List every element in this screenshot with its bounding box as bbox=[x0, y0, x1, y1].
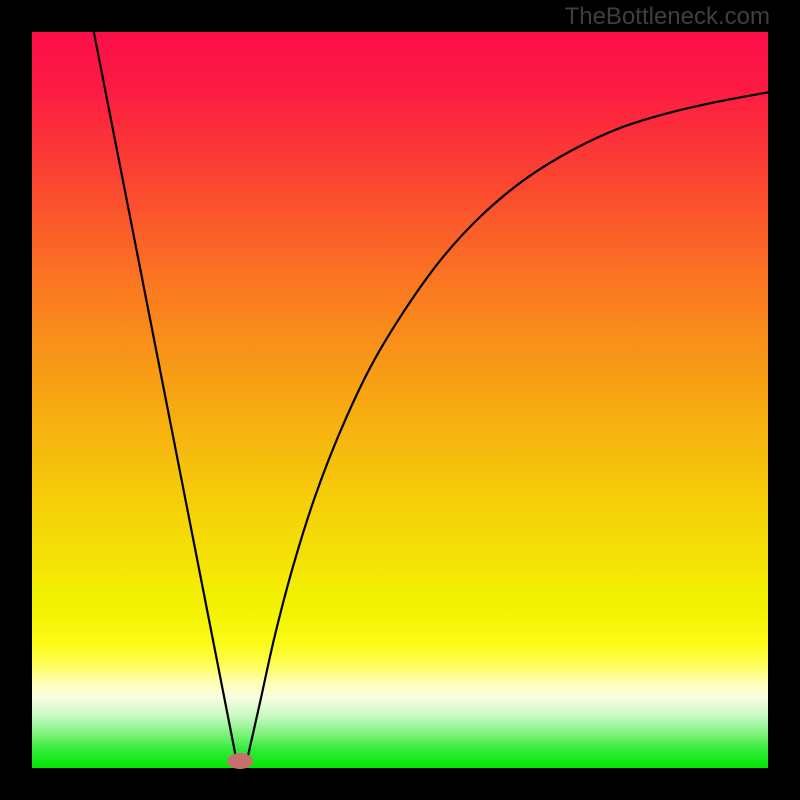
plot-area bbox=[32, 32, 768, 768]
curve-left-segment bbox=[94, 32, 237, 761]
min-marker bbox=[227, 753, 253, 769]
curve-right-segment bbox=[247, 92, 768, 760]
chart-stage: TheBottleneck.com bbox=[0, 0, 800, 800]
watermark-text: TheBottleneck.com bbox=[565, 3, 770, 31]
curve-layer bbox=[32, 32, 768, 768]
